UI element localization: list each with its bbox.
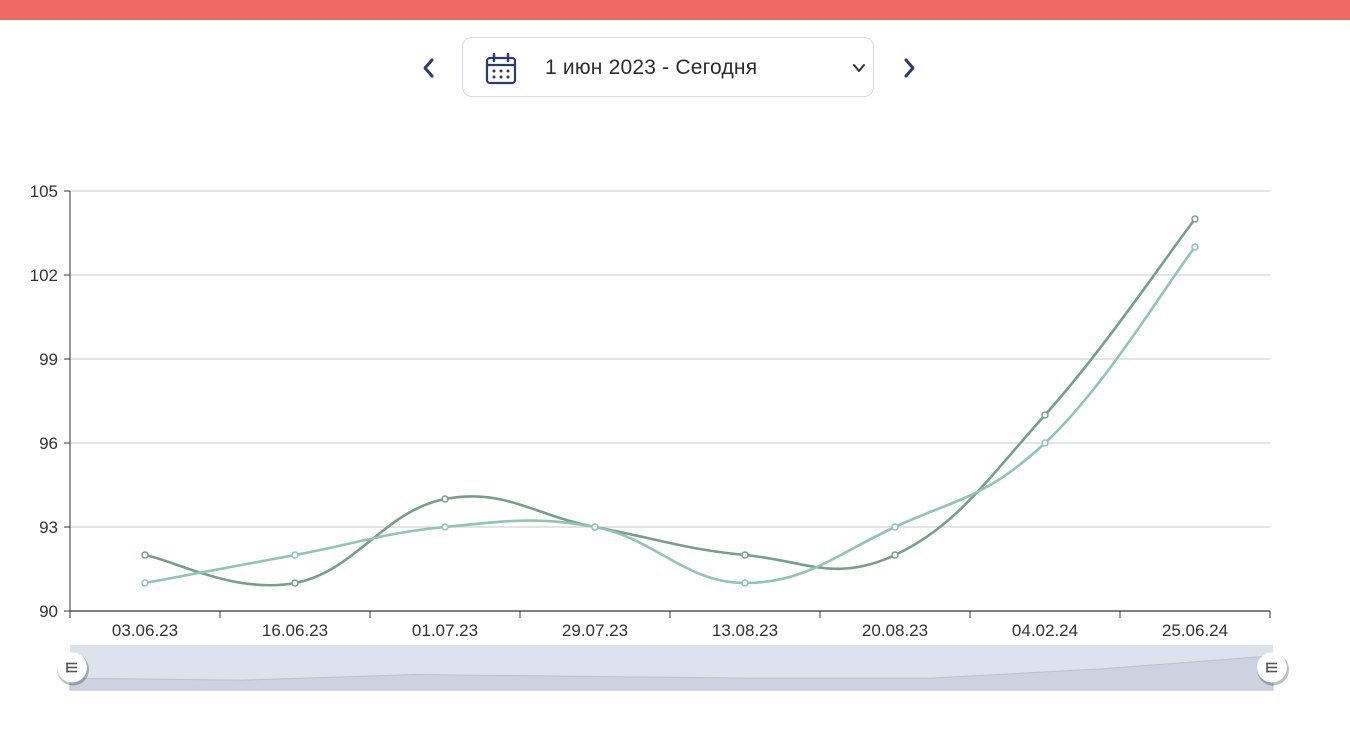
y-tick-label: 90 bbox=[39, 602, 58, 621]
x-tick-label: 03.06.23 bbox=[112, 621, 178, 640]
x-tick-label: 25.06.24 bbox=[1162, 621, 1228, 640]
chevron-down-icon bbox=[853, 64, 865, 72]
data-point bbox=[1191, 243, 1199, 251]
data-point bbox=[741, 579, 749, 587]
series-line bbox=[144, 218, 1197, 587]
data-point bbox=[1191, 215, 1199, 223]
data-point bbox=[891, 551, 899, 559]
x-tick-label: 13.08.23 bbox=[712, 621, 778, 640]
date-range-label: 1 июн 2023 - Сегодня bbox=[545, 56, 758, 79]
x-tick-label: 16.06.23 bbox=[262, 621, 328, 640]
line-chart: 90 93 96 99 102 105 03.06.23 16.06.23 01.07.23 29… bbox=[30, 182, 1289, 691]
x-tick-label: 01.07.23 bbox=[412, 621, 478, 640]
y-tick-label: 102 bbox=[30, 266, 58, 285]
data-point bbox=[741, 551, 749, 559]
next-period-button[interactable] bbox=[894, 53, 924, 83]
date-range-navigator: 1 июн 2023 - Сегодня bbox=[0, 37, 1350, 99]
data-point bbox=[291, 579, 299, 587]
data-point bbox=[441, 523, 449, 531]
chevron-right-icon bbox=[904, 58, 915, 78]
chevron-left-icon bbox=[423, 58, 434, 78]
data-point bbox=[591, 523, 599, 531]
data-point bbox=[1041, 439, 1049, 447]
zoom-handle-end[interactable] bbox=[1257, 652, 1289, 686]
y-tick-label: 96 bbox=[39, 434, 58, 453]
data-point bbox=[141, 551, 149, 559]
y-tick-label: 93 bbox=[39, 518, 58, 537]
top-bar bbox=[0, 0, 1350, 20]
data-point bbox=[291, 551, 299, 559]
zoom-handle-start[interactable] bbox=[57, 652, 89, 686]
data-point bbox=[891, 523, 899, 531]
y-tick-label: 105 bbox=[30, 182, 58, 201]
series-line bbox=[144, 246, 1197, 585]
calendar-icon bbox=[485, 53, 517, 85]
y-tick-label: 99 bbox=[39, 350, 58, 369]
x-tick-label: 04.02.24 bbox=[1012, 621, 1078, 640]
date-range-dropdown[interactable]: 1 июн 2023 - Сегодня bbox=[462, 37, 874, 97]
x-tick-label: 20.08.23 bbox=[862, 621, 928, 640]
previous-period-button[interactable] bbox=[414, 53, 444, 83]
data-point bbox=[141, 579, 149, 587]
data-point bbox=[441, 495, 449, 503]
data-point bbox=[1041, 411, 1049, 419]
x-tick-label: 29.07.23 bbox=[562, 621, 628, 640]
